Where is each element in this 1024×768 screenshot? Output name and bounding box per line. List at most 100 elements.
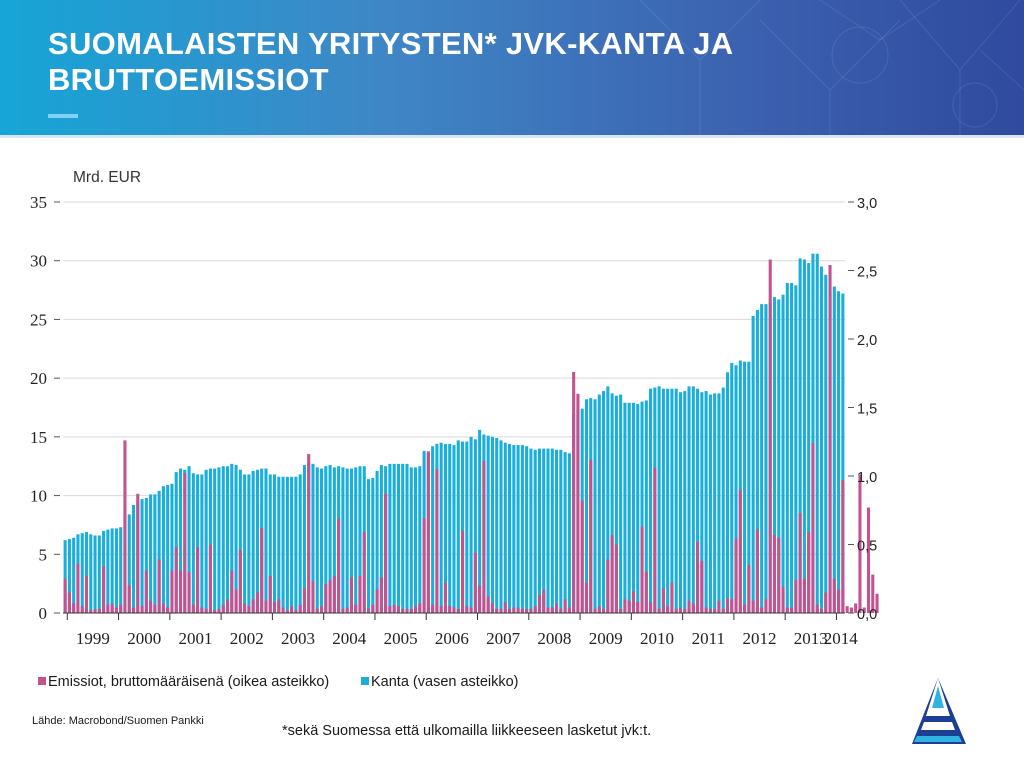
kanta-bar [388, 463, 392, 613]
kanta-bar [490, 436, 494, 613]
emissiot-bar [546, 607, 550, 613]
emissiot-bar [187, 571, 191, 613]
emissiot-bar [606, 559, 610, 613]
kanta-bar [67, 539, 71, 613]
emissiot-bar [871, 574, 875, 613]
emissiot-bar [567, 607, 571, 613]
kanta-bar [687, 386, 691, 613]
emissiot-bar [653, 467, 657, 613]
emissiot-bar [811, 443, 815, 613]
kanta-bar [170, 483, 174, 613]
chart-axes: 0 5 10 15 20 25 30 35 0,0 0,5 1,0 1,5 2,0 2,5 3,0 1999 2… [30, 193, 877, 648]
emissiot-bar [495, 608, 499, 613]
emissiot-bar [794, 580, 798, 613]
kanta-bar [785, 283, 789, 613]
emissiot-bar [614, 544, 618, 613]
emissiot-bar [550, 607, 554, 613]
kanta-bar [725, 372, 730, 613]
emissiot-bar [512, 607, 516, 613]
kanta-bar [649, 388, 653, 613]
emissiot-bar [717, 600, 721, 613]
emissiot-bar [486, 596, 490, 613]
kanta-bar [542, 448, 546, 613]
x-axis-tick-label: 2010 [640, 629, 674, 648]
kanta-bar [734, 365, 738, 613]
kanta-bar [623, 402, 627, 613]
emissiot-bar [828, 265, 832, 613]
kanta-bar [499, 440, 503, 613]
kanta-bar [379, 465, 383, 613]
x-axis-tick-label: 2003 [281, 629, 315, 648]
emissiot-bar [337, 518, 341, 613]
emissiot-bar [666, 606, 670, 613]
x-axis-tick-label: 2002 [230, 629, 264, 648]
emissiot-bar [631, 591, 636, 613]
right-axis-tick-label: 0,0 [857, 607, 877, 623]
emissiot-bar [217, 608, 221, 613]
kanta-bar [555, 449, 559, 613]
kanta-bar [106, 529, 110, 613]
emissiot-bar [619, 608, 623, 613]
x-axis-tick-label: 2001 [179, 629, 213, 648]
kanta-bar [666, 388, 670, 613]
kanta-bar [657, 386, 661, 613]
kanta-bar [610, 393, 614, 613]
kanta-bar [178, 468, 183, 613]
kanta-bar [247, 474, 251, 613]
kanta-bar [593, 399, 597, 613]
emissiot-bar [119, 604, 123, 613]
emissiot-bar [465, 606, 469, 613]
emissiot-bar [747, 565, 751, 613]
kanta-bar [841, 293, 845, 613]
emissiot-bar [281, 607, 285, 613]
kanta-bar [439, 442, 443, 613]
kanta-bar [319, 468, 324, 613]
emissiot-bar [824, 592, 828, 613]
emissiot-bar [426, 451, 430, 613]
kanta-bar [670, 388, 674, 613]
slide-title: SUOMALAISTEN YRITYSTEN* JVK-KANTA JA BRU… [48, 26, 733, 97]
emissiot-bar [764, 599, 768, 613]
emissiot-bar [593, 608, 597, 613]
emissiot-bar [435, 469, 439, 613]
kanta-bar [144, 497, 148, 613]
emissiot-bar [687, 600, 691, 613]
emissiot-bar [576, 393, 580, 613]
kanta-bar [298, 474, 302, 613]
x-axis-tick-label: 2014 [824, 629, 859, 648]
legend-label-kanta: Kanta (vasen asteikko) [371, 674, 519, 690]
kanta-bar [700, 392, 704, 613]
kanta-bar [606, 386, 610, 613]
emissiot-bar [384, 493, 388, 613]
kanta-bar [760, 304, 764, 613]
kanta-bar [174, 472, 178, 613]
kanta-bar [781, 294, 785, 613]
emissiot-bar [311, 581, 315, 613]
kanta-bar [187, 466, 191, 613]
kanta-bar [619, 394, 623, 613]
kanta-bar [602, 391, 606, 613]
right-axis-tick-label: 1,5 [857, 402, 877, 418]
kanta-bar [738, 360, 742, 613]
emissiot-bar [743, 604, 747, 613]
kanta-bar [461, 441, 465, 613]
emissiot-bar [328, 580, 332, 613]
emissiot-bar [508, 608, 512, 613]
emissiot-bar [221, 604, 225, 613]
emissiot-bar [832, 578, 836, 613]
emissiot-bar [640, 526, 644, 613]
emissiot-bar [243, 603, 247, 613]
emissiot-bar [772, 534, 777, 613]
kanta-bar [772, 297, 777, 613]
kanta-bar [520, 445, 524, 613]
kanta-bar [225, 466, 230, 613]
emissiot-bar [708, 608, 712, 613]
emissiot-bar [405, 608, 409, 613]
kanta-bar [465, 441, 469, 613]
kanta-bar [811, 253, 815, 614]
kanta-bar [713, 393, 717, 613]
emissiot-bar [704, 607, 708, 613]
kanta-bar [631, 402, 636, 613]
kanta-bar [221, 466, 225, 613]
kanta-bar [683, 391, 687, 613]
